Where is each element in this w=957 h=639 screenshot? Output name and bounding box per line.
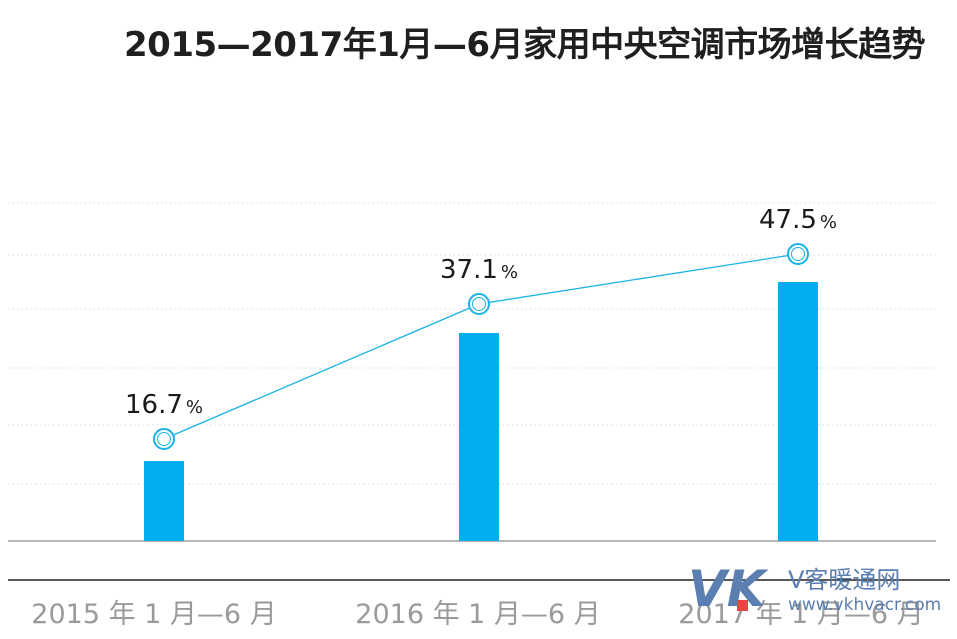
data-label-3: 47.5% — [759, 205, 837, 235]
watermark-url: www.vkhvacr.com — [788, 595, 941, 614]
data-labels: 16.7 % 37.1 % 47.5% — [125, 205, 837, 420]
watermark-brand: VK — [688, 562, 769, 614]
bar-1 — [144, 461, 184, 541]
marker-2 — [468, 293, 490, 315]
x-tick-2: 2016 年 1 月—6 月 — [355, 599, 600, 630]
data-label-2: 37.1% — [440, 255, 518, 285]
chart-title: 2015—2017年1月—6月家用中央空调市场增长趋势 — [124, 25, 926, 65]
watermark-name: V客暖通网 — [788, 566, 900, 594]
data-label-1: 16.7% — [125, 390, 203, 420]
bars — [144, 282, 818, 541]
bar-3 — [778, 282, 818, 541]
marker-1 — [153, 428, 175, 450]
x-tick-3: 2017 年 1 月—6 月 — [678, 599, 923, 630]
x-tick-1: 2015 年 1 月—6 月 — [31, 599, 276, 630]
markers — [153, 243, 809, 450]
marker-3 — [787, 243, 809, 265]
bar-2 — [459, 333, 499, 541]
watermark-logo: VK V客暖通网 www.vkhvacr.com — [688, 562, 941, 614]
watermark-red-square — [737, 600, 748, 611]
x-tick-labels: 2015 年 1 月—6 月 2016 年 1 月—6 月 2017 年 1 月—6… — [31, 599, 923, 630]
